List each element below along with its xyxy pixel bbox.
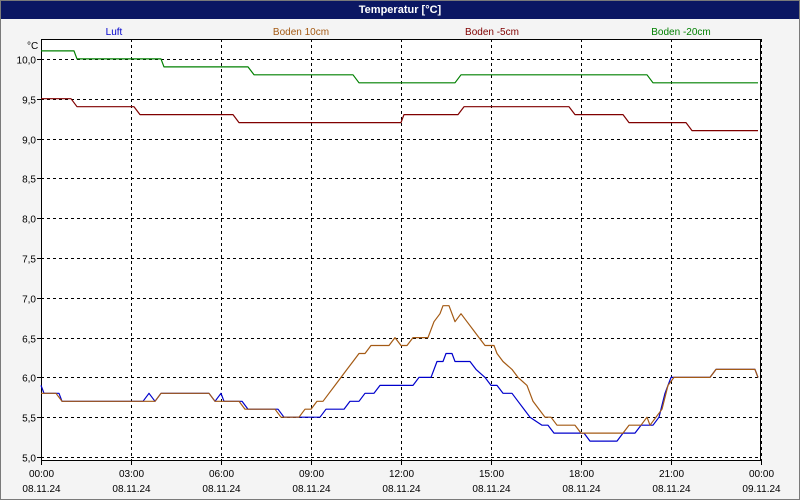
x-tick-time-label: 15:00 <box>479 469 504 480</box>
x-tick-time-label: 12:00 <box>389 469 414 480</box>
x-tick-date-label: 08.11.24 <box>382 484 421 495</box>
legend-entry: Luft <box>106 27 123 38</box>
x-tick-time-label: 09:00 <box>299 469 324 480</box>
x-tick-date-label: 08.11.24 <box>112 484 151 495</box>
x-tick-date-label: 08.11.24 <box>652 484 691 495</box>
x-tick-date-label: 08.11.24 <box>562 484 601 495</box>
y-tick-label: 6,0 <box>22 374 36 385</box>
x-tick-time-label: 03:00 <box>119 469 144 480</box>
x-tick-date-label: 08.11.24 <box>22 484 61 495</box>
series-line-boden-20cm <box>41 50 758 84</box>
series-line-boden-5cm <box>41 98 758 132</box>
y-tick-label: 5,0 <box>22 454 36 465</box>
y-tick-label: 9,0 <box>22 136 36 147</box>
legend-entry: Boden -5cm <box>465 27 519 38</box>
x-tick-date-label: 08.11.24 <box>292 484 331 495</box>
legend-entry: Boden 10cm <box>273 27 329 38</box>
y-tick-label: 6,5 <box>22 335 36 346</box>
y-tick-label: 8,0 <box>22 215 36 226</box>
x-tick-date-label: 09.11.24 <box>742 484 781 495</box>
x-tick-time-label: 00:00 <box>749 469 774 480</box>
x-tick-date-label: 08.11.24 <box>202 484 241 495</box>
x-tick-date-label: 08.11.24 <box>472 484 511 495</box>
plot-frame <box>41 39 761 461</box>
y-tick-label: 8,5 <box>22 175 36 186</box>
y-tick-label: 7,0 <box>22 295 36 306</box>
x-tick-time-label: 00:00 <box>29 469 54 480</box>
y-tick-label: 9,5 <box>22 96 36 107</box>
y-tick-label: 10,0 <box>17 56 37 67</box>
y-tick-label: 7,5 <box>22 255 36 266</box>
x-tick-time-label: 21:00 <box>659 469 684 480</box>
y-tick-label: 5,5 <box>22 414 36 425</box>
series-line-boden-10cm <box>41 305 759 434</box>
x-tick-time-label: 18:00 <box>569 469 594 480</box>
legend-entry: Boden -20cm <box>651 27 710 38</box>
y-axis-label: °C <box>27 41 38 52</box>
chart-title: Temperatur [°C] <box>1 1 799 19</box>
series-line-luft <box>40 352 759 442</box>
x-tick-time-label: 06:00 <box>209 469 234 480</box>
